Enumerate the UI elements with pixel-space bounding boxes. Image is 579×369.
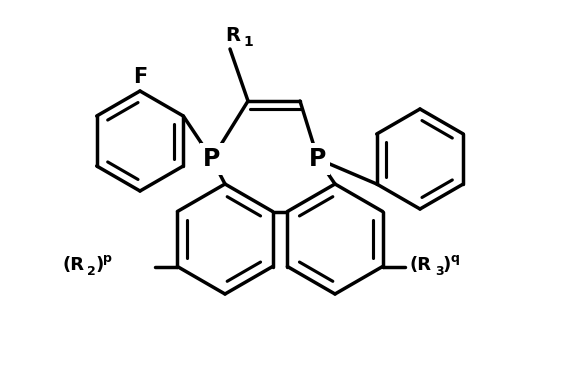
Text: q: q bbox=[451, 252, 460, 265]
Text: 1: 1 bbox=[243, 35, 253, 49]
Text: 3: 3 bbox=[435, 265, 444, 278]
Text: F: F bbox=[133, 67, 147, 87]
Text: R: R bbox=[225, 25, 240, 45]
Text: ): ) bbox=[443, 255, 451, 273]
Text: P: P bbox=[309, 147, 327, 171]
Text: (R: (R bbox=[62, 255, 84, 273]
Text: 2: 2 bbox=[87, 265, 96, 278]
Text: (R: (R bbox=[410, 255, 432, 273]
Text: P: P bbox=[203, 147, 221, 171]
Text: p: p bbox=[103, 252, 112, 265]
Text: ): ) bbox=[95, 255, 103, 273]
